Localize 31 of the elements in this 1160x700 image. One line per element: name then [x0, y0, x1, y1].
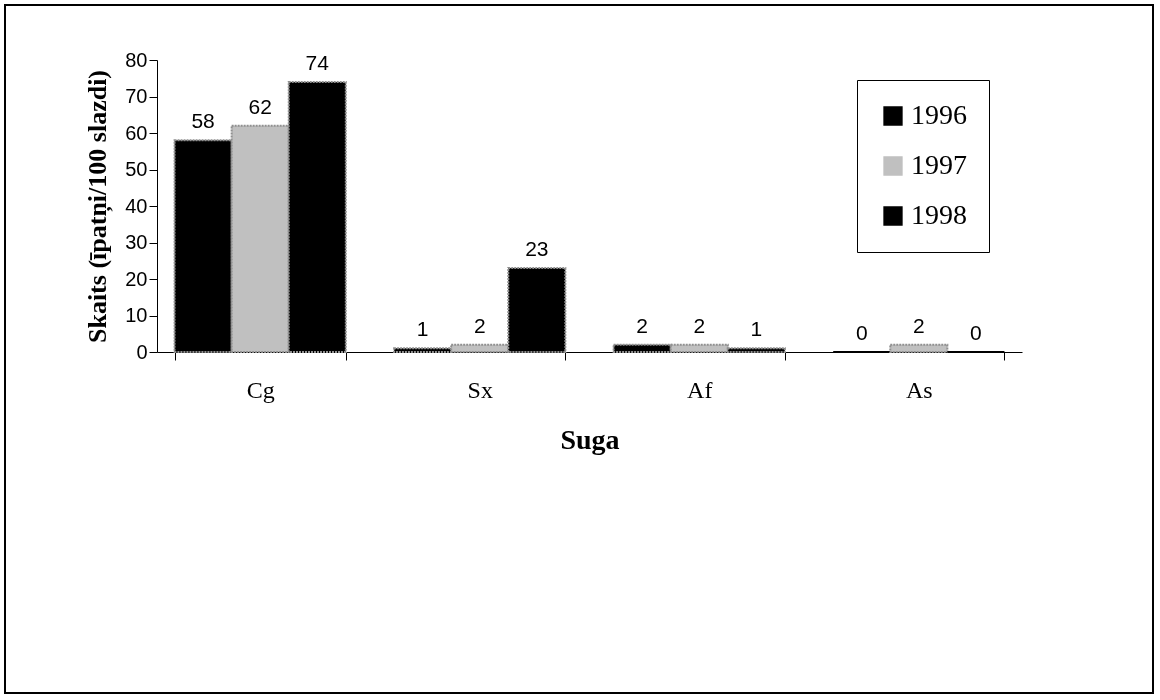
y-tick-label: 80 — [125, 48, 148, 71]
y-tick-label: 20 — [125, 267, 148, 290]
x-tick-label: As — [905, 376, 933, 403]
y-tick-label: 0 — [136, 340, 148, 363]
data-label: 58 — [191, 109, 215, 133]
data-label: 2 — [636, 313, 649, 337]
data-label: 2 — [693, 313, 706, 337]
y-tick-label: 70 — [125, 85, 148, 107]
data-label: 1 — [750, 317, 763, 341]
bar — [889, 343, 949, 353]
data-label: 2 — [473, 313, 486, 337]
data-label: 0 — [855, 321, 868, 344]
data-label: 23 — [525, 237, 549, 261]
data-label: 62 — [248, 94, 272, 118]
data-label: 1 — [416, 317, 429, 341]
legend-label: 1996 — [911, 99, 967, 130]
x-tick-label: Af — [687, 376, 713, 403]
data-label: 0 — [970, 321, 982, 344]
y-tick-label: 10 — [125, 304, 148, 326]
x-tick-label: Sx — [467, 376, 493, 403]
y-tick-label: 30 — [125, 231, 148, 253]
y-tick-label: 50 — [125, 158, 148, 180]
legend-label: 1997 — [911, 149, 967, 180]
data-label: 74 — [305, 50, 330, 74]
legend-label: 1998 — [911, 199, 967, 230]
y-tick-label: 60 — [125, 121, 148, 144]
x-tick-label: Cg — [246, 376, 275, 403]
y-tick-label: 40 — [125, 194, 148, 217]
x-axis-title: Suga — [560, 423, 620, 455]
y-axis-title: Skaits (īpatņi/100 slazdi) — [83, 69, 114, 344]
data-label: 2 — [912, 313, 925, 337]
